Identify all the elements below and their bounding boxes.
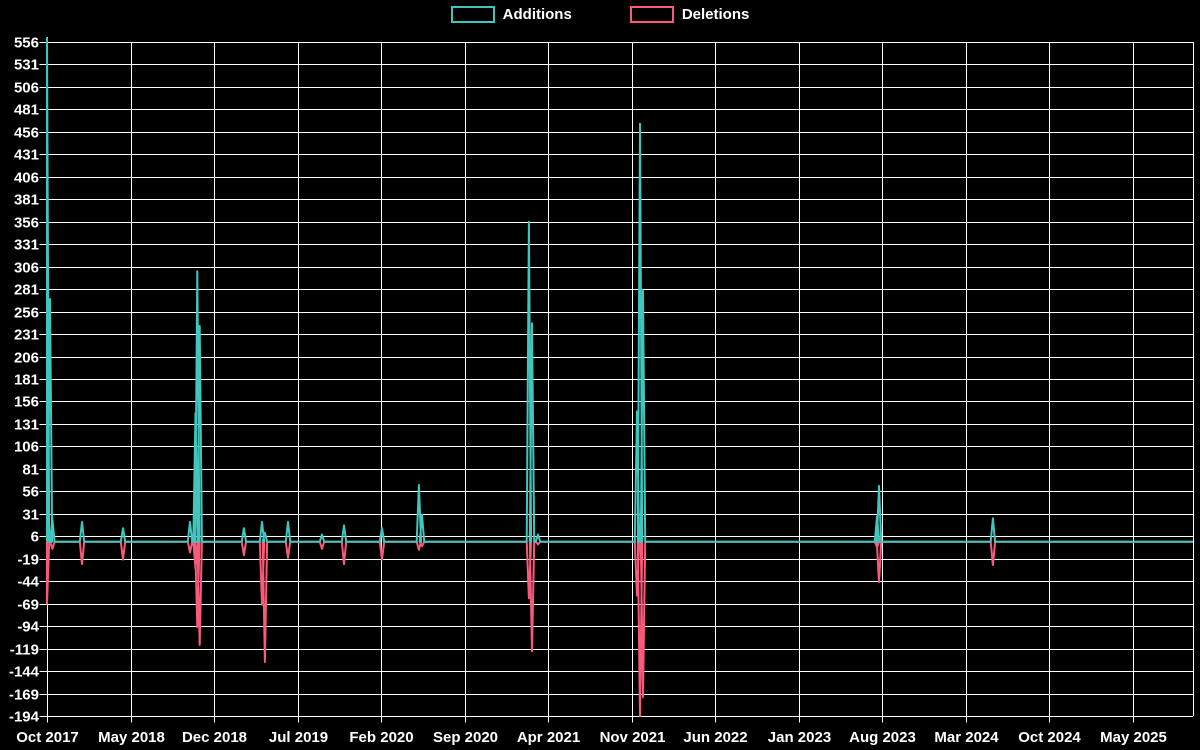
chart-legend: Additions Deletions <box>0 6 1200 23</box>
y-tick-label: -44 <box>17 574 39 591</box>
y-tick-label: 281 <box>14 282 39 299</box>
y-tick-label: 6 <box>31 529 39 546</box>
deletions-line <box>46 540 1193 717</box>
legend-item-additions[interactable]: Additions <box>450 6 572 23</box>
additions-legend-label: Additions <box>502 6 572 23</box>
y-tick-label: -194 <box>9 709 40 726</box>
x-tick-label: Apr 2021 <box>517 729 580 746</box>
y-tick-label: 256 <box>14 305 39 322</box>
y-tick-label: 156 <box>14 394 39 411</box>
y-tick-label: 81 <box>22 462 39 479</box>
y-tick-label: 381 <box>14 192 39 209</box>
legend-item-deletions[interactable]: Deletions <box>629 6 750 23</box>
x-tick-label: Nov 2021 <box>600 729 666 746</box>
y-tick-label: 556 <box>14 35 39 52</box>
x-tick-label: Jun 2022 <box>683 729 747 746</box>
y-tick-label: 56 <box>22 484 39 501</box>
x-tick-label: May 2025 <box>1100 729 1167 746</box>
y-tick-label: -144 <box>9 664 40 681</box>
y-tick-label: -69 <box>17 597 39 614</box>
y-tick-label: 456 <box>14 125 39 142</box>
y-tick-label: -19 <box>17 552 39 569</box>
series-lines <box>46 37 1193 717</box>
x-tick-label: Feb 2020 <box>349 729 413 746</box>
additions-swatch <box>450 6 495 23</box>
x-tick-label: Aug 2023 <box>849 729 916 746</box>
y-tick-label: 431 <box>14 147 39 164</box>
y-tick-label: 231 <box>14 327 39 344</box>
x-tick-label: Dec 2018 <box>182 729 247 746</box>
deletions-swatch <box>629 6 674 23</box>
y-tick-label: 531 <box>14 57 39 74</box>
y-tick-label: 506 <box>14 80 39 97</box>
gridlines <box>39 37 1194 723</box>
y-tick-label: 356 <box>14 215 39 232</box>
y-tick-label: 306 <box>14 260 39 277</box>
x-tick-label: Oct 2017 <box>16 729 79 746</box>
x-tick-label: May 2018 <box>98 729 165 746</box>
y-tick-label: 481 <box>14 102 39 119</box>
y-tick-label: -94 <box>17 619 39 636</box>
y-tick-label: 206 <box>14 350 39 367</box>
y-tick-label: 31 <box>22 507 39 524</box>
y-tick-label: 131 <box>14 417 39 434</box>
y-tick-label: 181 <box>14 372 39 389</box>
y-tick-label: 406 <box>14 170 39 187</box>
y-tick-label: 106 <box>14 439 39 456</box>
additions-line <box>46 37 1193 543</box>
deletions-legend-label: Deletions <box>681 6 750 23</box>
x-tick-label: Sep 2020 <box>433 729 498 746</box>
x-tick-label: Jan 2023 <box>768 729 831 746</box>
y-tick-label: -169 <box>9 687 39 704</box>
y-tick-label: -119 <box>10 642 39 659</box>
axis-labels: 556 531 506 481 456 431 406 381 356 331 306 281 256 2… <box>9 35 1167 747</box>
x-tick-label: Oct 2024 <box>1018 729 1081 746</box>
x-tick-label: Jul 2019 <box>269 729 328 746</box>
y-tick-label: 331 <box>14 237 39 254</box>
x-tick-label: Mar 2024 <box>934 729 999 746</box>
